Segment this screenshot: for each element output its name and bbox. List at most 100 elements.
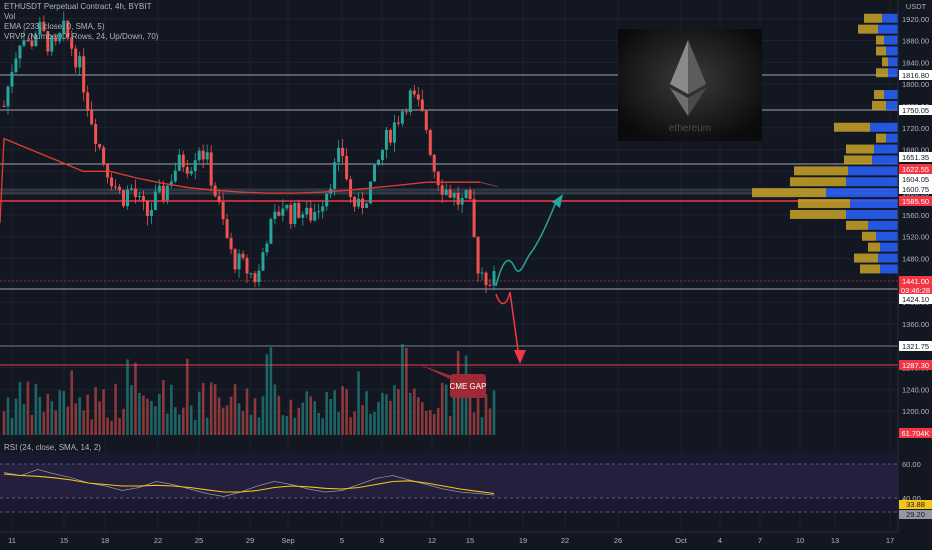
volume-bar	[46, 393, 50, 435]
vp-bar-up	[790, 209, 846, 219]
rsi-sma-line	[3, 473, 495, 495]
vol-indicator-label[interactable]: Vol	[4, 12, 16, 21]
candle-body	[265, 243, 269, 253]
volume-bar	[189, 405, 193, 435]
volume-bar	[488, 408, 492, 435]
vp-bar-down	[888, 57, 898, 67]
vp-bar-down	[884, 90, 898, 100]
candle-body	[432, 154, 436, 172]
volume-bar	[146, 398, 149, 435]
candle-body	[380, 149, 384, 161]
candle-body	[241, 253, 245, 258]
date-tick: 25	[195, 536, 203, 545]
vp-bar-down	[884, 35, 898, 45]
candle-body	[468, 189, 472, 200]
volume-bar	[345, 389, 348, 435]
volume-bar	[385, 394, 388, 435]
volume-bar	[26, 381, 30, 435]
candle-body	[448, 189, 452, 198]
volume-bar	[122, 408, 125, 435]
volume-bar	[102, 389, 105, 435]
candle-body	[392, 122, 396, 143]
volume-bar	[305, 391, 309, 435]
date-tick: 19	[519, 536, 527, 545]
candle-body	[58, 33, 62, 42]
candle-body	[153, 191, 157, 210]
price-tick: 1480.00	[902, 255, 929, 264]
candle-body	[488, 285, 492, 287]
volume-bar	[484, 394, 488, 435]
ema-indicator-label[interactable]: EMA (233, close, 0, SMA, 5)	[4, 22, 105, 31]
volume-bar	[253, 398, 257, 435]
volume-bar	[389, 400, 392, 435]
candle-body	[349, 179, 353, 197]
candle-body	[293, 202, 297, 225]
volume-bar	[50, 401, 54, 435]
price-tick: 1920.00	[902, 15, 929, 24]
vp-bar-up	[794, 166, 848, 176]
candle-body	[217, 196, 221, 202]
currency-label: USDT	[906, 2, 927, 11]
price-tick: 1840.00	[902, 58, 929, 67]
candle-body	[161, 185, 165, 201]
vp-bar-down	[870, 122, 898, 132]
candle-body	[376, 160, 380, 164]
volume-bar	[440, 382, 444, 435]
candle-body	[50, 37, 54, 52]
volume-bar	[74, 403, 78, 435]
volume-bar	[257, 417, 261, 435]
candle-body	[181, 154, 185, 168]
horizontal-levels[interactable]	[0, 74, 898, 366]
candle-body	[237, 253, 241, 270]
level-label: 1604.05	[902, 175, 929, 184]
candle-body	[452, 192, 456, 198]
volume-bar	[377, 402, 380, 435]
volume-bar	[94, 387, 97, 435]
candle-body	[464, 189, 468, 198]
candle-body	[365, 203, 369, 208]
vp-bar-up	[868, 242, 880, 252]
vp-bar-up	[846, 220, 868, 230]
candle-body	[408, 90, 412, 113]
vp-bar-down	[850, 199, 898, 209]
cme-gap-callout[interactable]	[450, 374, 486, 398]
candle-body	[321, 206, 325, 212]
candle-body	[353, 196, 357, 207]
vrvp-indicator-label[interactable]: VRVP (Number Of Rows, 24, Up/Down, 70)	[4, 32, 159, 41]
level-label-box	[899, 285, 932, 295]
volume-bar	[78, 397, 81, 435]
level-label-box	[899, 196, 932, 206]
volume-bar	[289, 399, 293, 435]
price-tick: 1520.00	[902, 233, 929, 242]
vp-bar-up	[860, 264, 880, 274]
price-axis[interactable]	[898, 0, 932, 550]
vp-bar-down	[874, 144, 898, 154]
volume-bar	[142, 395, 145, 435]
volume-bar	[166, 413, 169, 435]
volume-bar	[162, 380, 165, 435]
volume-bar	[269, 347, 273, 435]
rsi-band	[0, 464, 898, 498]
vp-bar-down	[888, 68, 898, 78]
vp-bar-down	[848, 166, 898, 176]
volume-bar	[492, 390, 496, 435]
vp-bar-up	[882, 57, 888, 67]
date-tick: 17	[886, 536, 894, 545]
level-label: 03:46:28	[901, 286, 930, 295]
candle-body	[185, 167, 189, 174]
candle-body	[396, 122, 400, 124]
ethereum-logo: ethereum	[618, 29, 762, 141]
vp-bar-down	[878, 253, 898, 263]
volume-bar	[201, 383, 205, 435]
candle-body	[484, 272, 488, 286]
candle-body	[357, 198, 361, 207]
rsi-indicator-label[interactable]: RSI (24, close, SMA, 14, 2)	[4, 443, 101, 452]
candle-body	[6, 86, 10, 107]
candle-body	[249, 273, 253, 275]
level-label-box	[899, 174, 932, 184]
level-label-box	[899, 70, 932, 80]
candle-body	[444, 189, 448, 195]
vp-bar-up	[864, 13, 882, 23]
time-axis[interactable]	[0, 532, 898, 550]
